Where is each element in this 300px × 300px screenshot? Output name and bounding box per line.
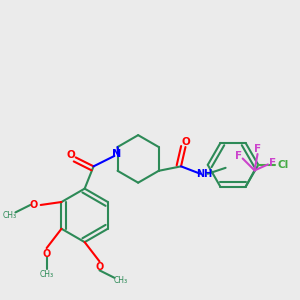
Text: F: F <box>269 158 277 168</box>
Text: F: F <box>254 144 261 154</box>
Text: O: O <box>66 150 75 160</box>
Text: O: O <box>182 137 191 147</box>
Text: F: F <box>235 151 242 160</box>
Text: CH₃: CH₃ <box>40 270 54 279</box>
Text: CH₃: CH₃ <box>113 276 128 285</box>
Text: CH₃: CH₃ <box>2 211 16 220</box>
Text: O: O <box>43 249 51 259</box>
Text: NH: NH <box>196 169 212 179</box>
Text: Cl: Cl <box>277 160 288 170</box>
Text: O: O <box>29 200 38 210</box>
Text: N: N <box>112 149 121 160</box>
Text: O: O <box>95 262 104 272</box>
